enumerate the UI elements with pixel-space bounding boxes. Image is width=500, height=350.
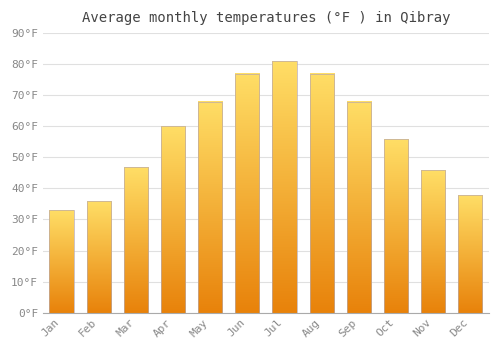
Bar <box>421 170 445 313</box>
Bar <box>458 195 482 313</box>
Bar <box>198 102 222 313</box>
Bar <box>384 139 408 313</box>
Bar <box>458 195 482 313</box>
Bar <box>272 61 296 313</box>
Bar <box>124 167 148 313</box>
Bar <box>347 102 371 313</box>
Bar <box>198 102 222 313</box>
Bar <box>86 201 111 313</box>
Bar <box>161 126 185 313</box>
Bar <box>421 170 445 313</box>
Bar <box>86 201 111 313</box>
Bar <box>384 139 408 313</box>
Title: Average monthly temperatures (°F ) in Qibray: Average monthly temperatures (°F ) in Qi… <box>82 11 450 25</box>
Bar <box>50 210 74 313</box>
Bar <box>236 74 260 313</box>
Bar <box>347 102 371 313</box>
Bar <box>310 74 334 313</box>
Bar <box>310 74 334 313</box>
Bar <box>124 167 148 313</box>
Bar <box>236 74 260 313</box>
Bar <box>161 126 185 313</box>
Bar <box>272 61 296 313</box>
Bar <box>50 210 74 313</box>
